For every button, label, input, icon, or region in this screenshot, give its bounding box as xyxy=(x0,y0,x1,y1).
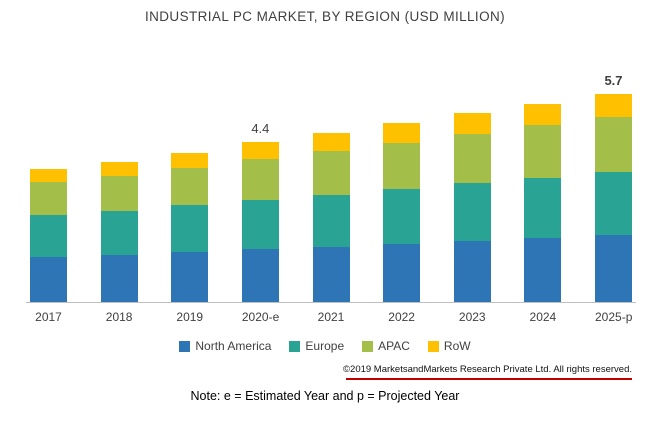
copyright-text: ©2019 MarketsandMarkets Research Private… xyxy=(343,364,632,375)
bar-segment-row xyxy=(595,94,632,117)
chart-title: INDUSTRIAL PC MARKET, BY REGION (USD MIL… xyxy=(144,9,506,24)
stacked-bar-chart: 4.4 5.7 2017 2018 2019 2020-e 2021 2022 2023 202… xyxy=(26,50,636,324)
x-axis-label: 2018 xyxy=(105,310,133,324)
legend-label: North America xyxy=(195,339,272,353)
bar-group-2019 xyxy=(171,152,209,302)
bar-segment-north-america xyxy=(100,254,138,302)
bar-segment-apac xyxy=(241,159,279,200)
bar-segment-north-america xyxy=(241,249,279,302)
bar-segment-row xyxy=(100,162,138,177)
legend-item-row: RoW xyxy=(427,339,471,353)
bar-segment-europe xyxy=(30,214,67,257)
bar-segment-north-america xyxy=(383,243,421,302)
copyright-underline xyxy=(346,378,632,380)
bar-total-label: 5.7 xyxy=(604,73,623,89)
bar-segment-apac xyxy=(524,125,562,178)
bar-segment-row xyxy=(524,104,562,126)
bar-segment-apac xyxy=(453,134,491,184)
bar-segment-north-america xyxy=(595,235,632,302)
legend-swatch-row xyxy=(427,340,439,352)
bar-segment-north-america xyxy=(524,237,562,302)
bar-segment-europe xyxy=(595,172,632,235)
x-axis-label: 2022 xyxy=(388,310,415,324)
bar-segment-apac xyxy=(312,151,350,195)
legend-item-apac: APAC xyxy=(362,339,410,353)
x-axis-label: 2021 xyxy=(317,310,345,324)
legend-swatch-europe xyxy=(289,340,301,352)
bar-segment-row xyxy=(453,113,491,135)
bar-group-2021 xyxy=(312,132,350,302)
legend-label: RoW xyxy=(443,339,471,353)
bar-group-2020-e: 4.4 xyxy=(241,120,279,302)
bar-segment-apac xyxy=(100,176,138,211)
legend-item-europe: Europe xyxy=(289,339,344,353)
bar-segment-europe xyxy=(171,205,209,252)
bar-segment-europe xyxy=(241,199,279,250)
bar-segment-north-america xyxy=(30,256,67,302)
bar-segment-apac xyxy=(30,181,67,215)
legend-label: Europe xyxy=(305,339,345,353)
bar-segment-europe xyxy=(524,177,562,238)
bar-group-2022 xyxy=(383,123,421,302)
bar-segment-apac xyxy=(383,143,421,190)
legend-swatch-apac xyxy=(362,340,374,352)
bar-group-2024 xyxy=(524,104,562,302)
bar-segment-row xyxy=(30,169,67,182)
bar-segment-row xyxy=(312,132,350,152)
bar-group-2023 xyxy=(453,113,491,302)
bar-group-2017 xyxy=(30,169,67,302)
bar-segment-row xyxy=(241,141,279,160)
x-axis-label: 2025-p xyxy=(595,310,633,324)
bars: 4.4 5.7 xyxy=(26,50,636,303)
x-axis-labels: 2017 2018 2019 2020-e 2021 2022 2023 2024 2025-p xyxy=(26,310,636,324)
x-axis-label: 2017 xyxy=(35,310,62,324)
bar-segment-row xyxy=(171,152,209,169)
legend-swatch-north-america xyxy=(179,340,191,352)
bar-group-2025-p: 5.7 xyxy=(595,73,632,302)
legend-label: APAC xyxy=(378,339,410,353)
bar-segment-apac xyxy=(595,117,632,172)
legend: North America Europe APAC RoW xyxy=(0,339,650,353)
x-axis-label: 2024 xyxy=(529,310,557,324)
bar-segment-europe xyxy=(100,210,138,255)
x-axis-label: 2019 xyxy=(176,310,204,324)
bar-segment-europe xyxy=(312,194,350,247)
legend-item-north-america: North America xyxy=(179,339,271,353)
bar-group-2018 xyxy=(100,162,138,302)
bar-segment-europe xyxy=(383,189,421,244)
bar-segment-apac xyxy=(171,168,209,206)
x-axis-label: 2023 xyxy=(458,310,486,324)
bar-total-label: 4.4 xyxy=(251,120,270,136)
bar-segment-north-america xyxy=(453,240,491,302)
x-axis-label: 2020-e xyxy=(241,310,280,324)
bar-segment-north-america xyxy=(312,246,350,302)
bar-segment-row xyxy=(383,123,421,144)
bar-segment-europe xyxy=(453,183,491,241)
footnote: Note: e = Estimated Year and p = Project… xyxy=(190,389,460,403)
bar-segment-north-america xyxy=(171,251,209,302)
